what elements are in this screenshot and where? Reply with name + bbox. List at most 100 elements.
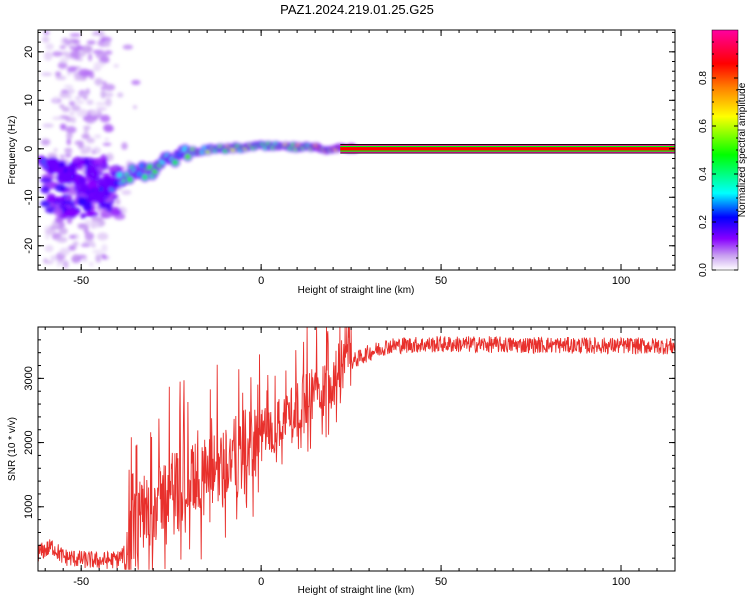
ridge-core [58,161,65,168]
noise-blob [72,43,78,48]
spectrogram-frame [37,29,676,271]
energy-blob [77,197,87,205]
noise-blob [105,97,112,107]
energy-blob [40,200,51,208]
noise-blob [97,232,109,241]
colorbar-tick-label: 0.2 [698,215,709,229]
noise-blob [117,92,124,98]
noise-blob [100,89,106,99]
energy-blob [108,165,119,172]
noise-blob [95,102,107,106]
noise-blob [101,243,108,253]
noise-blob [75,46,85,50]
y-tick-label: 0 [23,146,35,152]
noise-blob [93,134,102,139]
spectrogram-ticks: -50 0 50 100 -20 -10 0 10 20 [23,30,676,287]
cluster-blob [92,191,107,204]
noise-blob [68,234,76,239]
x-tick-label: -50 [73,275,89,287]
x-tick-label: 0 [258,275,264,287]
noise-blob [91,150,96,155]
cluster-blob [84,167,99,180]
noise-blob [88,53,93,62]
ridge-core [68,167,75,174]
colorbar: 0.0 0.2 0.4 0.6 0.8 Normalized spectral ampl… [698,29,748,277]
noise-blob [81,133,90,140]
noise-blob [59,45,67,50]
energy-blob [46,193,56,203]
noise-blob [52,116,63,120]
energy-blob [101,203,108,209]
spectrogram-panel: -50 0 50 100 -20 -10 0 10 20 Height of straight … [7,29,676,296]
noise-blob [121,189,132,195]
energy-blob [65,208,79,218]
noise-blob [62,260,69,269]
colorbar-tick-label: 0.8 [698,71,709,85]
band-inner [340,147,675,151]
noise-blob [59,57,69,63]
noise-blob [74,140,84,146]
noise-blob [42,123,54,128]
noise-blob [61,106,71,112]
noise-blob [74,96,81,100]
energy-blob [53,207,63,216]
snr-plot-area [38,327,675,571]
noise-blob [103,40,111,48]
noise-blob [89,73,95,80]
cluster-blob [45,157,60,170]
x-tick-label: 0 [258,576,264,588]
noise-blob [44,260,54,264]
x-tick-label: 100 [612,576,630,588]
ridge-core [141,173,148,180]
snr-marks [38,327,675,570]
noise-blob [95,254,102,263]
noise-blob [63,38,68,43]
noise-blob [58,221,66,228]
noise-blob [102,81,107,86]
y-tick-label: -10 [23,189,35,205]
noise-blob [52,96,59,103]
noise-blob [40,138,51,146]
noise-blob [78,92,89,97]
spectrogram-xlabel: Height of straight line (km) [298,285,415,296]
noise-blob [91,32,100,36]
noise-blob [68,100,76,106]
noise-blob [84,219,92,226]
noise-blob [44,244,54,253]
noise-blob [63,84,74,89]
snr-panel: -50 0 50 100 1000 2000 3000 Height of straight… [7,326,676,596]
noise-blob [86,99,94,106]
noise-blob [53,148,58,152]
noise-blob [44,233,50,240]
energy-blob [86,212,94,217]
noise-blob [103,123,114,132]
ridge-core [126,176,133,183]
noise-blob [75,100,85,104]
y-tick-label: 20 [23,46,35,58]
colorbar-tick-label: 0.0 [698,263,709,277]
energy-blob [40,177,53,184]
noise-blob [104,50,113,55]
energy-blob [40,185,50,194]
x-tick-label: -50 [73,576,89,588]
noise-blob [68,245,77,251]
noise-blob [83,125,91,130]
energy-blob [71,156,86,167]
spectrogram-ylabel: Frequency (Hz) [7,116,18,185]
noise-blob [43,54,53,60]
noise-blob [113,64,119,68]
noise-blob [92,220,100,229]
noise-blob [121,142,128,150]
colorbar-tick-label: 0.6 [698,119,709,133]
spectrogram-marks [38,30,675,269]
cluster-blob [74,181,89,194]
noise-blob [89,110,100,116]
noise-blob [60,123,67,131]
energy-blob [80,212,87,219]
colorbar-gradient [712,30,738,270]
snr-frame [37,326,676,572]
noise-blob [64,153,72,158]
noise-blob [85,88,90,95]
noise-blob [96,106,107,111]
y-tick-label: 10 [23,94,35,106]
